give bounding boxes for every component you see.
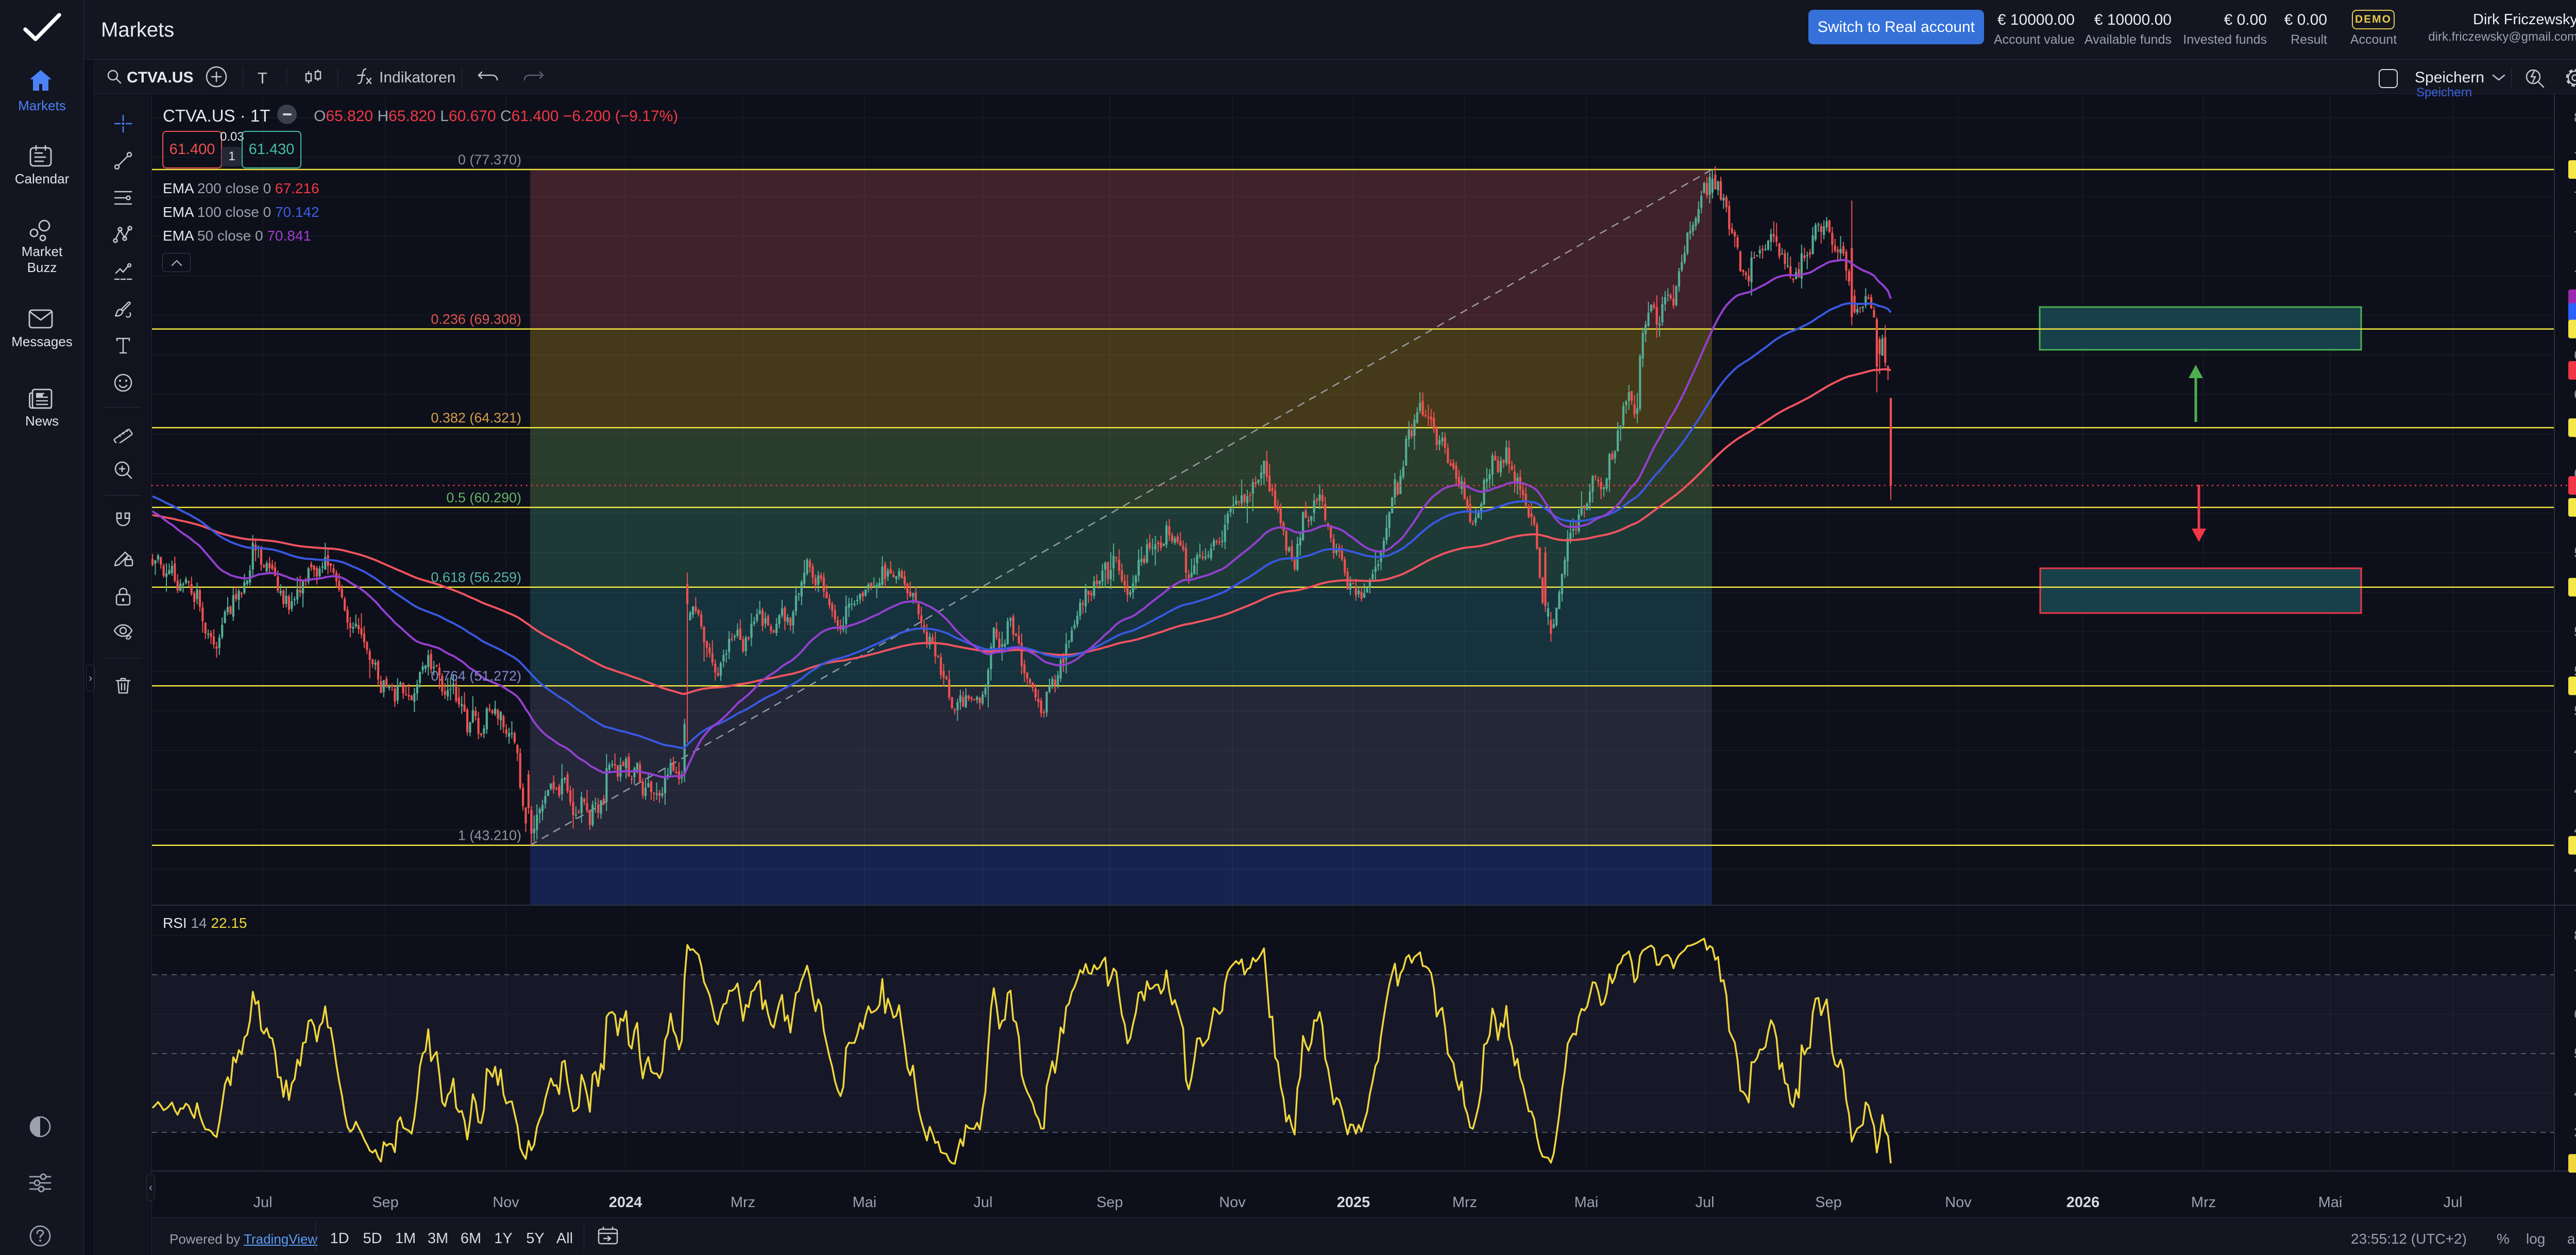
svg-text:0.382 (64.321): 0.382 (64.321) — [431, 410, 521, 426]
svg-text:58.000: 58.000 — [2574, 545, 2576, 561]
svg-text:Sep: Sep — [372, 1194, 399, 1211]
svg-text:Mrz: Mrz — [1452, 1194, 1477, 1211]
svg-text:Mai: Mai — [1574, 1194, 1599, 1211]
svg-text:Mai: Mai — [853, 1194, 877, 1211]
svg-text:Jul: Jul — [253, 1194, 272, 1211]
svg-text:Sep: Sep — [1815, 1194, 1842, 1211]
svg-text:62.000: 62.000 — [2574, 466, 2576, 481]
svg-text:Jul: Jul — [973, 1194, 992, 1211]
svg-text:Sep: Sep — [1096, 1194, 1123, 1211]
svg-text:50.000: 50.000 — [2574, 703, 2576, 719]
svg-text:Jul: Jul — [2443, 1194, 2462, 1211]
svg-text:44.000: 44.000 — [2574, 822, 2576, 837]
svg-text:30.00: 30.00 — [2574, 1125, 2576, 1140]
svg-text:Nov: Nov — [493, 1194, 519, 1211]
svg-text:0.5 (60.290): 0.5 (60.290) — [446, 490, 521, 505]
svg-text:2026: 2026 — [2066, 1194, 2100, 1211]
svg-text:76.000: 76.000 — [2574, 189, 2576, 205]
svg-text:46.000: 46.000 — [2574, 783, 2576, 798]
svg-text:60.00: 60.00 — [2574, 1007, 2576, 1022]
svg-text:78.000: 78.000 — [2574, 149, 2576, 165]
svg-text:72.000: 72.000 — [2574, 268, 2576, 283]
svg-text:0.618 (56.259): 0.618 (56.259) — [431, 570, 521, 585]
svg-text:2024: 2024 — [609, 1194, 642, 1211]
svg-text:Mrz: Mrz — [731, 1194, 755, 1211]
svg-text:54.000: 54.000 — [2574, 624, 2576, 639]
svg-text:Jul: Jul — [1695, 1194, 1714, 1211]
svg-text:2025: 2025 — [1337, 1194, 1370, 1211]
svg-text:Mai: Mai — [2318, 1194, 2343, 1211]
svg-text:Mrz: Mrz — [2191, 1194, 2216, 1211]
svg-text:66.000: 66.000 — [2574, 387, 2576, 402]
svg-text:42.000: 42.000 — [2574, 861, 2576, 877]
svg-text:48.000: 48.000 — [2574, 743, 2576, 758]
svg-text:Nov: Nov — [1219, 1194, 1246, 1211]
svg-text:0 (77.370): 0 (77.370) — [458, 152, 521, 167]
svg-text:70.00: 70.00 — [2574, 967, 2576, 982]
svg-text:0.236 (69.308): 0.236 (69.308) — [431, 312, 521, 327]
svg-text:80.00: 80.00 — [2574, 928, 2576, 943]
svg-text:0.764 (51.272): 0.764 (51.272) — [431, 668, 521, 684]
svg-text:74.000: 74.000 — [2574, 228, 2576, 244]
svg-text:68.000: 68.000 — [2574, 347, 2576, 363]
svg-text:1 (43.210): 1 (43.210) — [458, 828, 521, 843]
svg-text:80.000: 80.000 — [2574, 110, 2576, 125]
svg-text:Nov: Nov — [1945, 1194, 1972, 1211]
svg-text:52.000: 52.000 — [2574, 664, 2576, 679]
svg-text:50.00: 50.00 — [2574, 1046, 2576, 1061]
svg-text:40.00: 40.00 — [2574, 1086, 2576, 1101]
